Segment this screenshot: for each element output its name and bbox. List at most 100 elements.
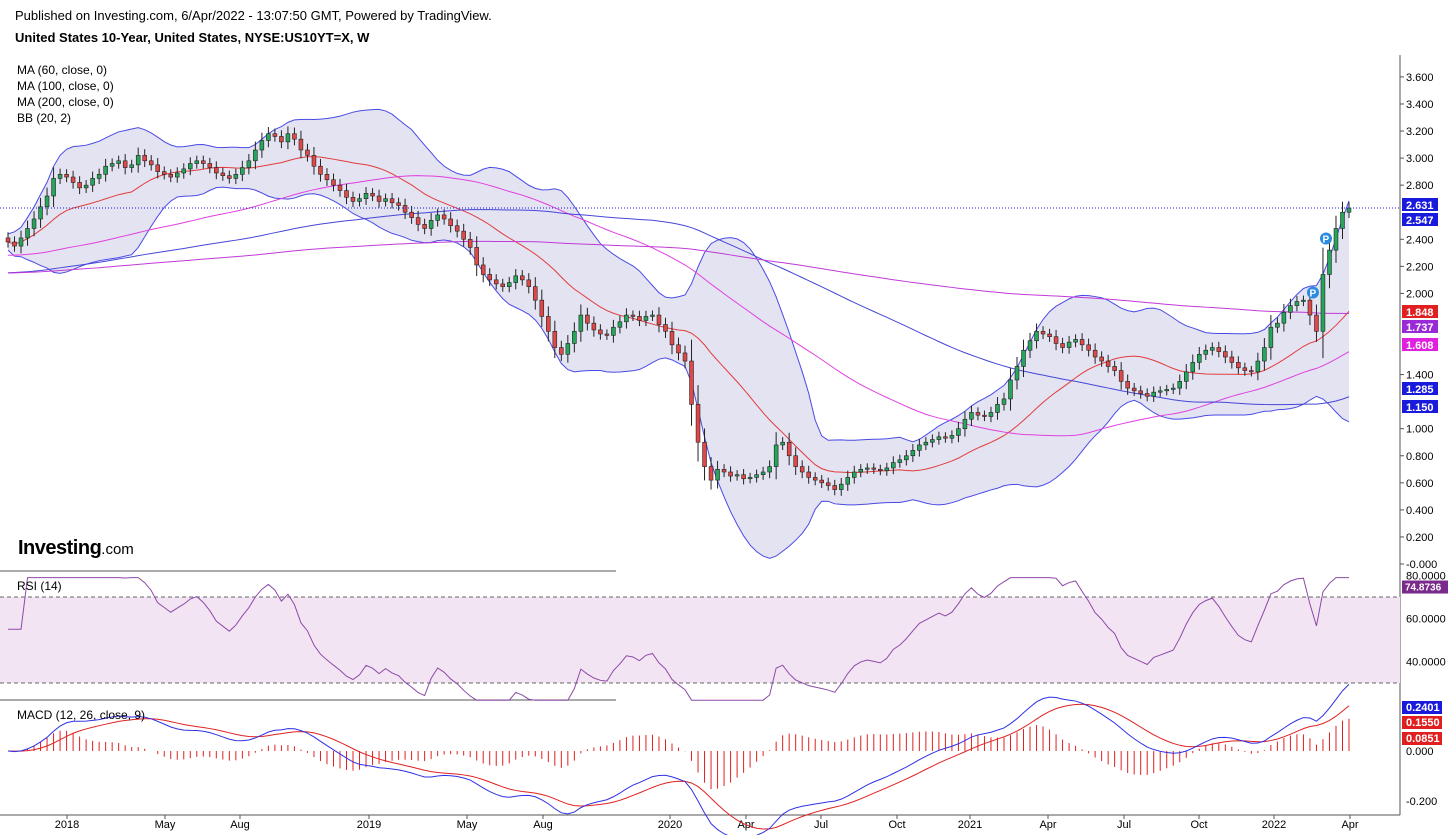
candle (604, 333, 610, 336)
rsi-zone (0, 597, 1400, 683)
price-label-box (1402, 198, 1438, 211)
price-label: 2.631 (1406, 200, 1434, 212)
candle (1223, 351, 1228, 358)
candle (311, 155, 317, 167)
price-label-box (1402, 305, 1438, 318)
candle (12, 241, 17, 247)
candle (884, 467, 890, 471)
investing-logo: Investing.com (18, 537, 134, 559)
candle (344, 190, 349, 198)
candle (1320, 274, 1326, 332)
macd-value-box (1402, 701, 1442, 714)
candle (513, 275, 519, 283)
time-tick-label: Apr (1039, 819, 1056, 831)
candle (1014, 366, 1020, 381)
price-label-box (1402, 213, 1438, 226)
candle (233, 174, 239, 179)
candle (64, 174, 69, 178)
candle (214, 167, 219, 174)
candle (1249, 370, 1254, 373)
rsi-tick-label: 60.0000 (1406, 614, 1446, 626)
candle (806, 471, 811, 478)
candle (832, 485, 837, 490)
instrument-title: United States 10-Year, United States, NY… (15, 30, 370, 45)
p-marker (1306, 286, 1319, 299)
candle (767, 466, 772, 473)
ma60-line (7, 175, 1350, 437)
candle (936, 436, 942, 440)
time-tick-label: Oct (888, 819, 905, 831)
macd-line (7, 683, 1350, 835)
price-tick-label: 0.400 (1406, 505, 1434, 517)
legend-ma60[interactable]: MA (60, close, 0) (17, 63, 108, 77)
price-tick-label: 3.400 (1406, 99, 1434, 111)
candle (493, 279, 499, 285)
price-tick-label: 1.400 (1406, 370, 1434, 382)
candle (135, 155, 141, 166)
candle (891, 462, 896, 469)
candle (487, 274, 492, 281)
rsi-tick-label: 40.0000 (1406, 657, 1446, 669)
time-tick-label: Aug (533, 819, 553, 831)
legend-ma200[interactable]: MA (200, close, 0) (17, 95, 114, 109)
candle (1288, 305, 1293, 313)
candle (838, 483, 844, 490)
candle (161, 171, 167, 175)
candle (25, 228, 30, 239)
indicator-legend: MA (60, close, 0) MA (100, close, 0) MA … (17, 62, 114, 126)
candle (1333, 228, 1339, 251)
candle (5, 237, 11, 243)
time-tick-label: Aug (230, 819, 250, 831)
price-label-box (1402, 382, 1438, 395)
price-tick-label: 2.200 (1406, 261, 1434, 273)
candle (546, 316, 551, 332)
candle (1210, 347, 1215, 351)
candle (878, 468, 883, 471)
legend-ma100[interactable]: MA (100, close, 0) (17, 79, 114, 93)
candle (1268, 326, 1274, 348)
price-tick-label: 3.600 (1406, 72, 1434, 84)
candle (1190, 362, 1196, 373)
price-tick-label: -0.000 (1406, 559, 1437, 571)
macd-value-label: 0.2401 (1406, 702, 1440, 714)
macd-value-box (1402, 732, 1442, 745)
candle (1079, 339, 1085, 346)
time-tick-label: 2019 (357, 819, 381, 831)
candle (1242, 367, 1248, 371)
candle (500, 283, 505, 287)
candle (585, 314, 590, 324)
candle (1125, 381, 1130, 389)
candle (669, 330, 675, 346)
candle (982, 414, 987, 417)
rsi-legend[interactable]: RSI (14) (17, 579, 62, 593)
candle (363, 192, 369, 199)
candle (1340, 211, 1345, 229)
candle (337, 184, 343, 191)
candle (1021, 349, 1026, 367)
candle (1255, 360, 1261, 373)
macd-legend[interactable]: MACD (12, 26, close, 9) (17, 708, 146, 722)
candle (383, 198, 388, 202)
candle (109, 163, 115, 167)
candle (741, 474, 746, 480)
candle (1138, 390, 1143, 394)
time-tick-label: Jul (814, 819, 828, 831)
candle (122, 160, 128, 168)
time-tick-label: 2022 (1262, 819, 1286, 831)
candle (852, 471, 857, 478)
candle (83, 184, 89, 189)
candle (793, 455, 798, 467)
candle (812, 477, 818, 481)
rsi-value-label: 74.8736 (1405, 583, 1442, 594)
candle (90, 178, 95, 186)
candle (148, 160, 154, 166)
candle (624, 314, 629, 323)
legend-bb[interactable]: BB (20, 2) (17, 111, 72, 125)
candle (188, 163, 193, 170)
candle (1301, 299, 1306, 302)
candle (1066, 341, 1072, 348)
bb-fill (8, 109, 1349, 559)
price-label: 1.150 (1406, 402, 1434, 414)
candle (168, 174, 173, 178)
